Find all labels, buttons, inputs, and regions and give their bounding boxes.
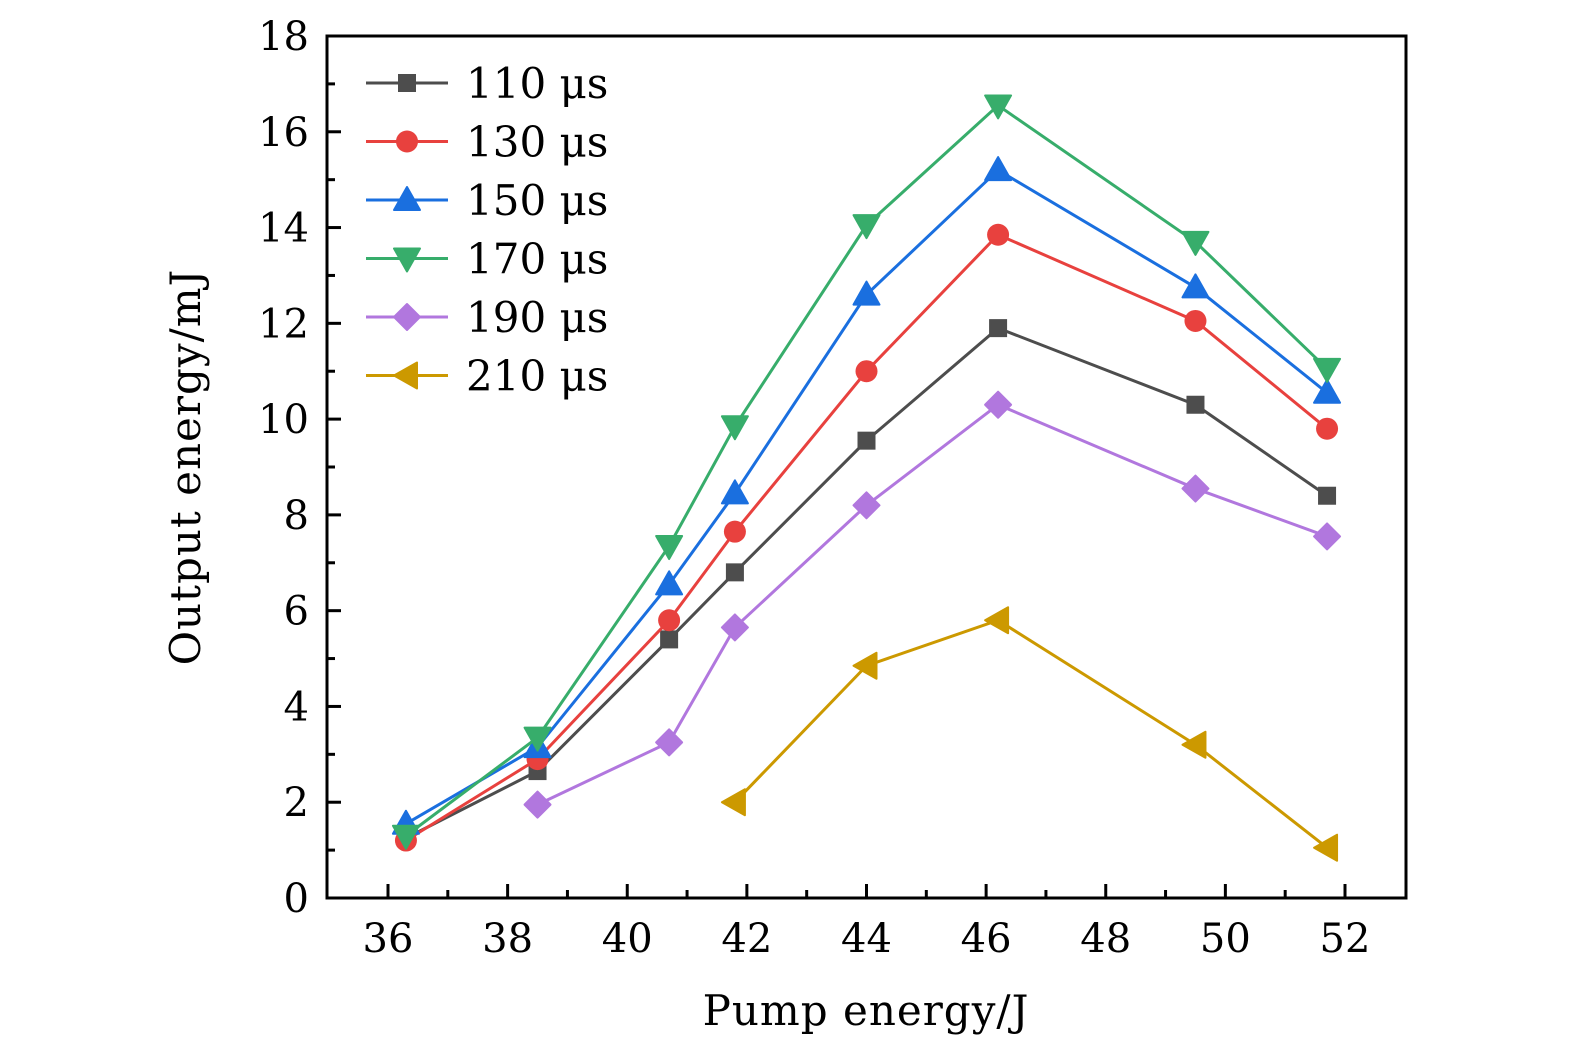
data-point [852,214,881,240]
data-point [1181,730,1207,759]
data-point [720,613,749,642]
legend-item: 210 μs [366,352,608,401]
data-point [1181,474,1210,503]
series-line [536,403,1328,806]
legend-label: 170 μs [466,235,608,284]
data-point [720,479,749,505]
series-line [405,103,1329,837]
y-tick-label: 12 [258,301,309,347]
series-line [733,618,1328,849]
legend-marker [393,186,421,211]
y-tick-label: 14 [258,206,309,252]
legend-item: 150 μs [366,176,608,225]
data-point [720,415,749,441]
data-point [987,223,1010,246]
legend-label: 130 μs [466,118,608,167]
y-tick-label: 2 [284,780,309,826]
data-point [1318,486,1337,505]
data-point [1313,357,1342,383]
data-point [1184,309,1207,332]
series-150us [391,156,1342,835]
x-tick-label: 48 [1080,916,1131,962]
y-tick-label: 8 [284,493,309,539]
y-tick-label: 0 [284,876,309,922]
legend-label: 110 μs [466,59,608,108]
legend-marker [398,74,416,92]
data-point [523,790,552,819]
legend-marker [393,247,421,273]
x-tick-label: 46 [961,916,1012,962]
data-point [1181,273,1210,299]
data-point [852,651,878,680]
legend-marker [393,303,421,331]
data-point [1313,833,1339,862]
x-tick-label: 44 [841,916,892,962]
data-point [1313,522,1342,551]
data-point [984,156,1013,182]
data-point [523,726,552,752]
data-point [857,431,876,450]
series-line [405,168,1328,826]
x-tick-label: 42 [721,916,772,962]
series-190us [523,390,1342,819]
legend-label: 210 μs [466,352,608,401]
data-point [984,606,1010,635]
x-tick-label: 40 [602,916,653,962]
data-point [1313,378,1342,404]
x-tick-label: 38 [482,916,533,962]
data-point [1186,395,1205,414]
data-point [658,609,681,632]
y-tick-label: 4 [284,684,309,730]
data-point [852,491,881,520]
data-point [723,520,746,543]
y-tick-label: 10 [258,397,309,443]
y-tick-label: 6 [284,589,309,635]
legend-item: 110 μs [366,59,608,108]
data-point [655,535,684,561]
x-tick-label: 50 [1200,916,1251,962]
data-point [660,630,679,649]
legend-item: 170 μs [366,235,608,284]
data-point [1316,417,1339,440]
legend-label: 190 μs [466,293,608,342]
legend-item: 190 μs [366,293,608,342]
data-point [1181,230,1210,256]
legend-marker [393,361,418,390]
legend-label: 150 μs [466,176,608,225]
x-axis-label: Pump energy/J [703,986,1030,1035]
data-point [725,563,744,582]
legend: 110 μs 130 μs 150 μs 170 μs 190 μs 210 μs [366,59,608,401]
legend-item: 130 μs [366,118,608,167]
series-group [391,94,1342,862]
legend-marker [396,130,418,153]
x-tick-label: 36 [363,916,414,962]
data-point [655,728,684,757]
data-point [391,824,420,850]
series-line [405,232,1329,842]
series-130us [394,223,1339,852]
data-point [984,94,1013,120]
series-210us [720,606,1339,862]
y-tick-label: 16 [258,110,309,156]
data-point [720,788,746,817]
y-tick-label: 18 [258,14,309,60]
data-point [984,390,1013,419]
series-line [405,326,1328,840]
data-point [655,570,684,596]
series-170us [391,94,1342,850]
data-point [852,280,881,306]
data-point [989,319,1008,338]
data-point [855,360,878,383]
x-tick-label: 52 [1320,916,1371,962]
y-axis-label: Output energy/mJ [161,269,210,666]
